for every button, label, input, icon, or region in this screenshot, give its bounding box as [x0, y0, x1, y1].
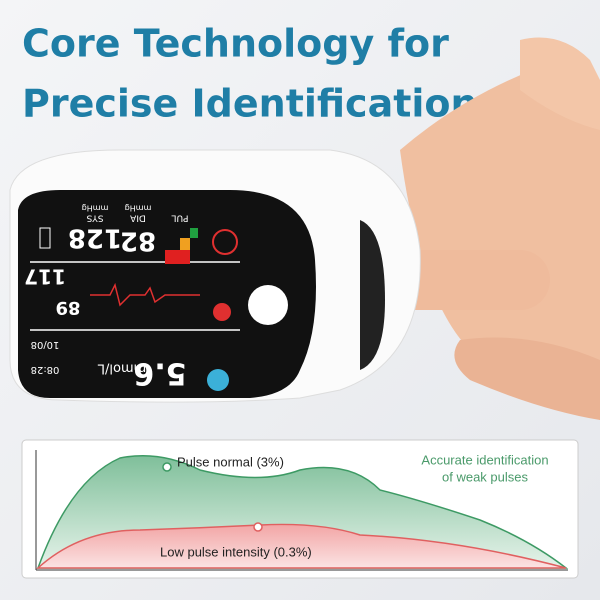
glucose-unit: mmol/L [97, 361, 146, 376]
device-screen [18, 190, 316, 398]
title-line: Precise Identification [22, 82, 478, 126]
glucose-value: 5.6 [133, 356, 186, 391]
marker [253, 522, 263, 532]
heart-icon [212, 229, 238, 255]
button [248, 285, 288, 325]
signal-bars [165, 228, 198, 264]
battery-icon [39, 227, 51, 249]
note: Accurate identification [421, 452, 548, 467]
reading: 89 [55, 297, 80, 318]
marker [162, 462, 172, 472]
drop-icon [207, 369, 229, 391]
ecg-trace [90, 282, 200, 307]
dia-value: 82 [120, 226, 156, 256]
upper-label: Pulse normal (3%) [177, 454, 284, 469]
reading: 117 [24, 265, 66, 289]
note: of weak pulses [442, 469, 528, 484]
heart-icon [213, 303, 231, 321]
weak-pulse-area [36, 523, 567, 569]
dia-label: DIA [129, 213, 146, 223]
sys-unit: mmHg [82, 204, 109, 213]
pul-label: PUL [171, 213, 188, 223]
finger-slot [360, 220, 385, 370]
time: 08:28 [31, 364, 60, 375]
date: 10/08 [31, 339, 60, 350]
sys-value: 128 [68, 223, 122, 253]
dia-unit: mmHg [125, 204, 152, 213]
screen-readings: 128 SYS mmHg 82 DIA mmHg PUL 117 89 5.6 … [24, 204, 188, 391]
sys-label: SYS [86, 213, 103, 223]
title-line: Core Technology for [22, 22, 449, 66]
lower-label: Low pulse intensity (0.3%) [160, 544, 312, 559]
